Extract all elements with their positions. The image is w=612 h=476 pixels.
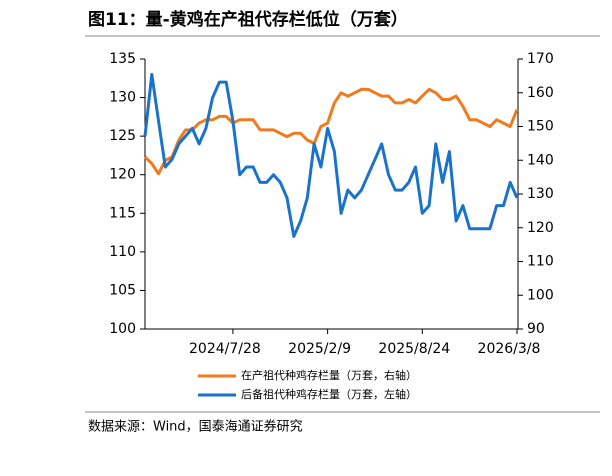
x-tick-label: 2026/3/8 [478,341,541,357]
chart-title: 图11：量-黄鸡在产祖代存栏低位（万套） [88,9,408,30]
source: 数据来源：Wind，国泰海通证券研究 [88,419,303,435]
y2-tick-label: 170 [527,51,554,67]
y2-tick-label: 160 [527,85,554,101]
x-tick-label: 2025/8/24 [378,341,450,357]
y2-tick-label: 150 [527,119,554,135]
y2-tick-label: 120 [527,220,554,236]
series-line [143,87,519,176]
legend-label: 在产祖代种鸡存栏量（万套，右轴） [241,368,417,382]
y-tick-label: 110 [109,244,136,260]
y-tick-label: 115 [109,205,136,221]
y-tick-label: 100 [109,321,136,337]
y-tick-label: 125 [109,128,136,144]
y2-tick-label: 100 [527,287,554,303]
y2-tick-label: 140 [527,152,554,168]
y-tick-label: 135 [109,51,136,67]
x-tick-label: 2024/7/28 [189,341,261,357]
y-tick-label: 105 [109,282,136,298]
y2-tick-label: 90 [527,321,545,337]
y-tick-label: 120 [109,167,136,183]
x-tick-label: 2025/2/9 [288,341,351,357]
y-tick-label: 130 [109,90,136,106]
series-line [143,72,519,238]
legend-label: 后备祖代种鸡存栏量（万套，左轴） [241,387,417,401]
y2-tick-label: 130 [527,186,554,202]
y2-tick-label: 110 [527,254,554,270]
